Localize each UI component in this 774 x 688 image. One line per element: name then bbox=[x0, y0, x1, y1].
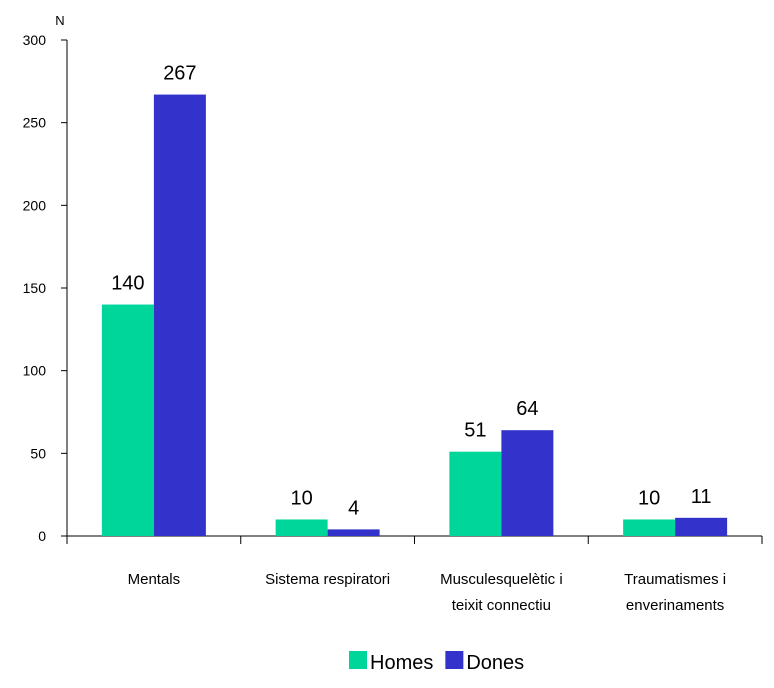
bar-homes bbox=[101, 304, 154, 536]
category-label: Traumatismes i enverinaments bbox=[624, 571, 726, 614]
bar-homes bbox=[275, 519, 328, 536]
y-tick-label: 300 bbox=[23, 32, 47, 48]
legend-label-dones: Dones bbox=[466, 652, 524, 674]
y-tick-label: 250 bbox=[23, 115, 47, 131]
y-tick-label: 0 bbox=[38, 528, 46, 544]
legend-label-homes: Homes bbox=[370, 652, 433, 674]
data-label-homes: 51 bbox=[464, 420, 486, 442]
legend-swatch-homes bbox=[349, 651, 367, 669]
category-label-line: Sistema respiratori bbox=[265, 571, 390, 588]
y-tick-label: 150 bbox=[23, 280, 47, 296]
category-label-line: Musculesquelètic i bbox=[440, 571, 563, 588]
category-label-line: Traumatismes i bbox=[624, 571, 726, 588]
category-label-line: Mentals bbox=[128, 571, 181, 588]
category-label-line: teixit connectiu bbox=[452, 597, 551, 614]
y-axis-label: N bbox=[55, 13, 64, 28]
category-label: Mentals bbox=[128, 571, 181, 588]
bar-dones bbox=[501, 430, 554, 536]
data-label-homes: 140 bbox=[111, 273, 144, 295]
y-tick-label: 50 bbox=[30, 445, 46, 461]
data-label-dones: 267 bbox=[163, 63, 196, 85]
data-label-dones: 4 bbox=[348, 497, 359, 519]
data-label-homes: 10 bbox=[291, 487, 313, 509]
bar-dones bbox=[675, 517, 728, 536]
bar-dones bbox=[153, 94, 206, 536]
bar-homes bbox=[449, 451, 502, 536]
legend-swatch-dones bbox=[445, 651, 464, 669]
bar-dones bbox=[327, 529, 380, 536]
bar-homes bbox=[623, 519, 676, 536]
y-tick-label: 200 bbox=[23, 197, 47, 213]
category-label: Musculesquelètic i teixit connectiu bbox=[440, 571, 563, 614]
category-label-line: enverinaments bbox=[626, 597, 724, 614]
category-label: Sistema respiratori bbox=[265, 571, 390, 588]
data-label-dones: 11 bbox=[691, 486, 712, 508]
data-label-homes: 10 bbox=[638, 487, 660, 509]
y-tick-label: 100 bbox=[23, 363, 47, 379]
data-label-dones: 64 bbox=[516, 398, 538, 420]
